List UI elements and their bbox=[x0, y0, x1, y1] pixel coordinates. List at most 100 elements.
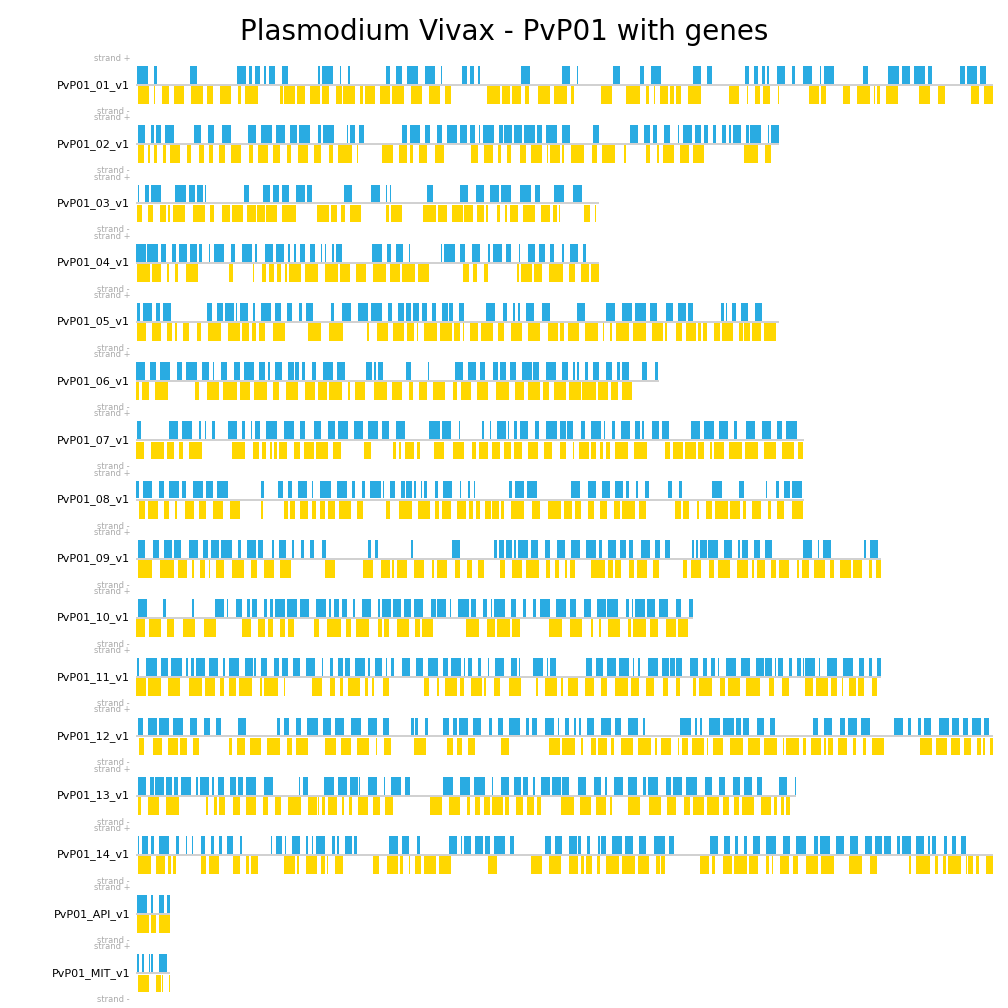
Bar bbox=[485, 836, 491, 854]
Bar bbox=[735, 421, 737, 439]
Bar bbox=[148, 145, 149, 163]
Bar bbox=[490, 421, 492, 439]
Bar bbox=[233, 560, 244, 578]
Bar bbox=[167, 442, 174, 460]
Bar bbox=[523, 777, 528, 794]
Bar bbox=[234, 362, 240, 380]
Bar bbox=[497, 421, 506, 439]
Bar bbox=[478, 205, 484, 223]
Bar bbox=[746, 421, 755, 439]
Bar bbox=[630, 540, 633, 557]
Bar bbox=[335, 856, 343, 874]
Bar bbox=[533, 362, 538, 380]
Bar bbox=[428, 658, 437, 676]
Bar bbox=[501, 738, 509, 755]
Bar bbox=[418, 264, 428, 281]
Bar bbox=[154, 67, 156, 84]
Bar bbox=[821, 87, 827, 104]
Bar bbox=[165, 125, 174, 143]
Bar bbox=[645, 481, 649, 498]
Bar bbox=[876, 560, 881, 578]
Bar bbox=[796, 836, 805, 854]
Bar bbox=[708, 540, 719, 557]
Bar bbox=[199, 244, 203, 261]
Bar bbox=[424, 324, 437, 341]
Bar bbox=[592, 560, 605, 578]
Bar bbox=[870, 658, 872, 676]
Bar bbox=[357, 738, 369, 755]
Bar bbox=[464, 658, 465, 676]
Bar bbox=[346, 619, 351, 637]
Bar bbox=[561, 678, 562, 697]
Bar bbox=[223, 658, 225, 676]
Bar bbox=[475, 797, 481, 814]
Text: strand +: strand + bbox=[94, 528, 130, 537]
Bar bbox=[328, 501, 335, 518]
Bar bbox=[137, 303, 140, 321]
Bar bbox=[284, 501, 288, 518]
Bar bbox=[757, 777, 762, 794]
Bar bbox=[575, 501, 582, 518]
Bar bbox=[676, 678, 680, 697]
Bar bbox=[870, 540, 878, 557]
Bar bbox=[212, 777, 214, 794]
Bar bbox=[382, 599, 391, 617]
Bar bbox=[533, 658, 542, 676]
Text: PvP01_03_v1: PvP01_03_v1 bbox=[57, 198, 130, 209]
Bar bbox=[318, 125, 322, 143]
Bar bbox=[461, 382, 471, 400]
Bar bbox=[322, 797, 325, 814]
Bar bbox=[658, 599, 667, 617]
Bar bbox=[534, 184, 539, 203]
Bar bbox=[634, 442, 647, 460]
Bar bbox=[548, 738, 560, 755]
Bar bbox=[766, 481, 767, 498]
Bar bbox=[378, 599, 380, 617]
Bar bbox=[292, 836, 300, 854]
Bar bbox=[182, 481, 185, 498]
Bar bbox=[384, 619, 389, 637]
Bar bbox=[214, 797, 218, 814]
Bar bbox=[259, 362, 265, 380]
Bar bbox=[366, 362, 372, 380]
Bar bbox=[523, 599, 526, 617]
Bar bbox=[138, 797, 141, 814]
Bar bbox=[453, 382, 457, 400]
Bar bbox=[561, 738, 575, 755]
Bar bbox=[907, 718, 910, 735]
Bar bbox=[496, 382, 509, 400]
Bar bbox=[482, 421, 484, 439]
Bar bbox=[747, 678, 760, 697]
Bar bbox=[342, 599, 347, 617]
Bar bbox=[149, 619, 160, 637]
Bar bbox=[229, 678, 236, 697]
Bar bbox=[265, 244, 273, 261]
Bar bbox=[170, 145, 180, 163]
Text: strand -: strand - bbox=[98, 463, 130, 472]
Bar bbox=[305, 303, 313, 321]
Bar bbox=[393, 324, 404, 341]
Bar bbox=[272, 540, 274, 557]
Bar bbox=[519, 184, 530, 203]
Bar bbox=[138, 501, 145, 518]
Bar bbox=[190, 244, 197, 261]
Bar bbox=[460, 184, 468, 203]
Bar bbox=[255, 244, 257, 261]
Bar bbox=[279, 442, 287, 460]
Bar bbox=[406, 481, 412, 498]
Bar bbox=[356, 619, 369, 637]
Bar bbox=[677, 738, 679, 755]
Bar bbox=[149, 362, 156, 380]
Bar bbox=[724, 540, 732, 557]
Bar bbox=[253, 303, 255, 321]
Bar bbox=[556, 599, 566, 617]
Bar bbox=[792, 501, 802, 518]
Bar bbox=[614, 777, 623, 794]
Bar bbox=[635, 303, 645, 321]
Bar bbox=[231, 244, 235, 261]
Bar bbox=[909, 856, 910, 874]
Bar bbox=[508, 421, 509, 439]
Bar bbox=[314, 619, 319, 637]
Bar bbox=[606, 362, 612, 380]
Bar bbox=[388, 303, 392, 321]
